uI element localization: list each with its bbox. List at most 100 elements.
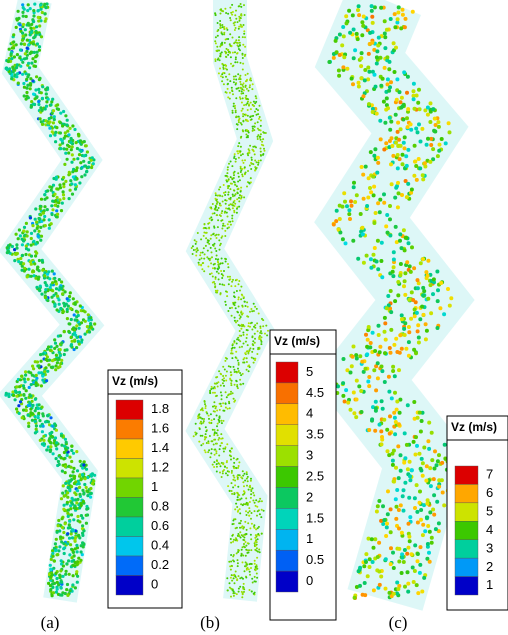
particle bbox=[233, 554, 235, 556]
particle bbox=[78, 520, 81, 523]
particle bbox=[252, 104, 254, 106]
particle bbox=[394, 141, 398, 145]
particle bbox=[194, 239, 196, 241]
particle bbox=[18, 56, 21, 59]
particle bbox=[22, 262, 25, 265]
particle bbox=[263, 148, 265, 150]
particle bbox=[245, 565, 247, 567]
particle bbox=[246, 351, 248, 353]
particle bbox=[237, 188, 239, 190]
particle bbox=[70, 318, 73, 321]
particle bbox=[62, 564, 65, 567]
color-block bbox=[276, 467, 298, 488]
particle bbox=[349, 199, 353, 203]
legend-tick-label: 5 bbox=[486, 504, 493, 519]
particle bbox=[21, 31, 24, 34]
particle bbox=[78, 153, 81, 156]
particle bbox=[243, 587, 245, 589]
particle bbox=[399, 100, 403, 104]
particle bbox=[219, 463, 221, 465]
particle bbox=[244, 352, 246, 354]
particle bbox=[239, 346, 241, 348]
particle bbox=[221, 80, 223, 82]
particle bbox=[415, 311, 419, 315]
particle bbox=[215, 278, 217, 280]
particle bbox=[45, 448, 48, 451]
particle bbox=[232, 37, 234, 39]
particle bbox=[230, 455, 232, 457]
particle bbox=[240, 62, 242, 64]
particle bbox=[438, 306, 442, 310]
particle bbox=[257, 501, 259, 503]
particle bbox=[388, 139, 392, 143]
particle bbox=[413, 543, 417, 547]
particle bbox=[14, 389, 17, 392]
particle bbox=[389, 351, 393, 355]
particle bbox=[31, 419, 34, 422]
particle bbox=[389, 162, 393, 166]
particle bbox=[260, 155, 262, 157]
particle bbox=[206, 442, 208, 444]
particle bbox=[66, 594, 69, 597]
particle bbox=[446, 287, 450, 291]
particle bbox=[235, 84, 237, 86]
particle bbox=[375, 112, 379, 116]
particle bbox=[372, 588, 376, 592]
particle bbox=[199, 259, 201, 261]
particle bbox=[246, 361, 248, 363]
particle bbox=[54, 542, 57, 545]
particle bbox=[212, 282, 214, 284]
particle bbox=[411, 10, 415, 14]
particle bbox=[212, 392, 214, 394]
particle bbox=[66, 297, 69, 300]
particle bbox=[341, 25, 345, 29]
particle bbox=[252, 115, 254, 117]
particle bbox=[210, 234, 212, 236]
particle bbox=[237, 172, 239, 174]
particle bbox=[44, 119, 47, 122]
particle bbox=[352, 181, 356, 185]
particle bbox=[39, 207, 42, 210]
particle bbox=[250, 322, 252, 324]
particle bbox=[417, 336, 421, 340]
particle bbox=[409, 122, 413, 126]
particle bbox=[426, 524, 430, 528]
particle bbox=[61, 575, 64, 578]
particle bbox=[243, 30, 245, 32]
particle bbox=[414, 453, 418, 457]
particle bbox=[221, 422, 223, 424]
particle bbox=[231, 357, 233, 359]
particle bbox=[382, 518, 386, 522]
particle bbox=[237, 549, 239, 551]
particle bbox=[413, 308, 417, 312]
particle bbox=[232, 112, 234, 114]
particle bbox=[211, 272, 213, 274]
particle bbox=[250, 162, 252, 164]
particle bbox=[239, 77, 241, 79]
particle bbox=[428, 530, 432, 534]
particle bbox=[44, 281, 47, 284]
particle bbox=[234, 29, 236, 31]
particle bbox=[76, 575, 79, 578]
particle bbox=[399, 262, 403, 266]
particle bbox=[38, 269, 41, 272]
particle bbox=[238, 142, 240, 144]
particle bbox=[217, 59, 219, 61]
particle bbox=[224, 448, 226, 450]
particle bbox=[267, 330, 269, 332]
legend-tick-label: 1 bbox=[306, 531, 313, 546]
particle bbox=[41, 11, 44, 14]
particle bbox=[247, 512, 249, 514]
particle bbox=[225, 52, 227, 54]
particle bbox=[201, 435, 203, 437]
particle bbox=[48, 277, 51, 280]
particle bbox=[219, 46, 221, 48]
particle bbox=[225, 261, 227, 263]
particle bbox=[78, 323, 81, 326]
legend-tick-label: 2.5 bbox=[306, 468, 324, 483]
particle bbox=[27, 425, 30, 428]
particle bbox=[236, 116, 238, 118]
particle bbox=[259, 326, 261, 328]
particle bbox=[52, 109, 55, 112]
particle bbox=[250, 102, 252, 104]
